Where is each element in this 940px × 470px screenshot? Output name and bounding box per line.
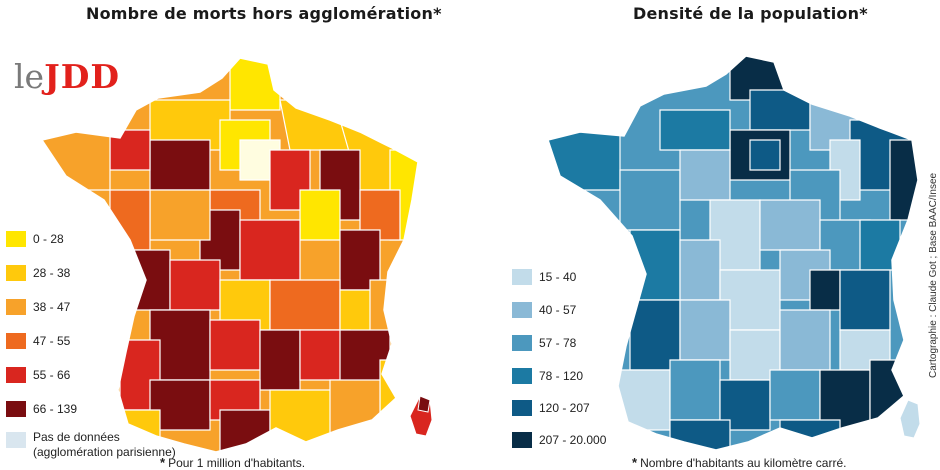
legend-swatch	[6, 401, 26, 417]
left-map-title: Nombre de morts hors agglomération*	[86, 4, 442, 23]
deaths-legend-item-4: 47 - 55	[6, 333, 70, 349]
legend-swatch	[6, 367, 26, 383]
no-data-label-line1: Pas de données	[33, 430, 120, 444]
density-legend-item-1: 15 - 40	[512, 269, 576, 285]
deaths-legend-item-3: 38 - 47	[6, 299, 70, 315]
deaths-legend-item-5: 55 - 66	[6, 367, 70, 383]
deaths-legend-no-data: Pas de données (agglomération parisienne…	[6, 430, 176, 462]
legend-swatch	[512, 302, 532, 318]
legend-label: 120 - 207	[539, 401, 590, 415]
footnote-text: Pour 1 million d'habitants.	[168, 456, 306, 470]
density-footnote: * Nombre d'habitants au kilomètre carré.	[632, 455, 846, 470]
legend-label: 40 - 57	[539, 303, 577, 317]
deaths-footnote: * Pour 1 million d'habitants.	[160, 455, 305, 470]
logo-le-text: le	[14, 57, 45, 96]
legend-swatch	[512, 368, 532, 384]
legend-swatch	[6, 265, 26, 281]
legend-label: 15 - 40	[539, 270, 577, 284]
logo-jdd-text: JDD	[44, 57, 120, 96]
legend-swatch	[512, 335, 532, 351]
deaths-legend-item-6: 66 - 139	[6, 401, 77, 417]
legend-swatch	[512, 400, 532, 416]
legend-label: 57 - 78	[539, 336, 577, 350]
deaths-map	[40, 57, 433, 453]
density-legend-item-6: 207 - 20.000	[512, 432, 606, 448]
legend-label: 0 - 28	[33, 232, 64, 246]
density-legend-item-4: 78 - 120	[512, 368, 583, 384]
legend-swatch	[512, 432, 532, 448]
legend-label: 66 - 139	[33, 402, 78, 416]
density-legend-item-3: 57 - 78	[512, 335, 576, 351]
right-map-title: Densité de la population*	[633, 4, 868, 23]
legend-swatch	[6, 299, 26, 315]
legend-swatch	[6, 333, 26, 349]
footnote-star: *	[632, 455, 638, 470]
no-data-label-line2: (agglomération parisienne)	[33, 445, 176, 459]
legend-swatch	[6, 231, 26, 247]
deaths-legend-item-1: 0 - 28	[6, 231, 64, 247]
legend-label: 28 - 38	[33, 266, 71, 280]
jdd-logo: le JDD	[14, 60, 120, 93]
legend-label: 55 - 66	[33, 368, 71, 382]
legend-label: 38 - 47	[33, 300, 71, 314]
footnote-star: *	[160, 455, 166, 470]
no-data-label: Pas de données (agglomération parisienne…	[33, 430, 176, 460]
legend-swatch	[6, 432, 26, 448]
legend-label: 78 - 120	[539, 369, 584, 383]
deaths-legend-item-2: 28 - 38	[6, 265, 70, 281]
map-credit: Cartographie : Claude Got ; Base BAAC/In…	[928, 172, 939, 378]
density-legend-item-2: 40 - 57	[512, 302, 576, 318]
density-legend-item-5: 120 - 207	[512, 400, 590, 416]
footnote-text: Nombre d'habitants au kilomètre carré.	[640, 456, 847, 470]
legend-label: 47 - 55	[33, 334, 71, 348]
density-map	[547, 55, 921, 451]
legend-label: 207 - 20.000	[539, 433, 607, 447]
legend-swatch	[512, 269, 532, 285]
